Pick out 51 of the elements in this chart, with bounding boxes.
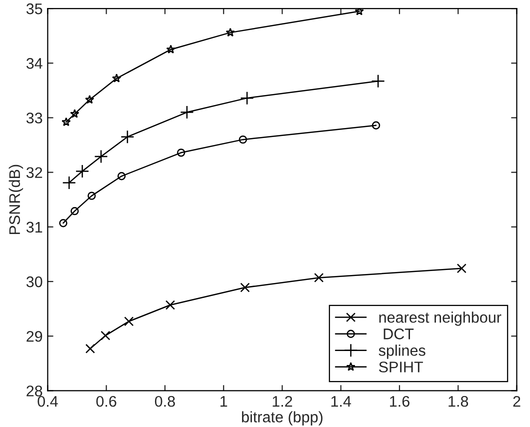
point: [59, 219, 68, 228]
y-tick-label: 28: [26, 386, 42, 396]
point: [75, 164, 90, 178]
y-tick-label: 30: [26, 276, 42, 288]
point: [372, 121, 380, 130]
point: [112, 74, 122, 82]
legend-label: splines: [378, 344, 426, 359]
point: [238, 135, 248, 144]
y-tick-label: 34: [26, 58, 42, 69]
y-axis-title: PSNR(dB): [8, 164, 24, 234]
point: [62, 117, 71, 126]
y-tick-label: 32: [26, 167, 42, 178]
x-tick-label: 1.6: [390, 396, 410, 407]
point: [456, 264, 466, 274]
x-tick-label: 1.4: [331, 396, 352, 407]
point: [240, 282, 250, 292]
point: [371, 74, 385, 88]
x-tick-label: 0.8: [154, 396, 175, 407]
point: [240, 91, 254, 105]
x-tick-label: 2: [513, 396, 520, 407]
point: [85, 94, 94, 104]
y-tick-label: 29: [26, 330, 42, 342]
point: [314, 272, 324, 282]
y-tick-label: 35: [26, 3, 42, 14]
point: [62, 176, 76, 190]
legend-label: DCT: [384, 328, 414, 340]
point: [165, 300, 176, 310]
point: [94, 150, 108, 164]
x-tick-label: 0.4: [38, 396, 58, 407]
point: [88, 192, 96, 200]
point: [117, 172, 126, 180]
x-tick-label: 1.8: [448, 396, 468, 407]
point: [70, 109, 80, 118]
point: [166, 44, 176, 54]
point: [226, 28, 235, 37]
point: [124, 316, 134, 326]
point: [85, 344, 95, 354]
point: [120, 130, 134, 144]
legend-label: nearest neighbour: [379, 312, 502, 326]
point: [100, 330, 110, 340]
point: [176, 148, 186, 157]
point: [70, 206, 79, 216]
point: [354, 8, 364, 16]
x-tick-label: 1.2: [272, 396, 292, 407]
x-axis-title: bitrate (bpp): [242, 411, 322, 426]
point: [180, 105, 194, 120]
y-tick-label: 31: [26, 222, 42, 233]
legend-label: SPIHT: [379, 362, 423, 372]
y-tick-label: 33: [26, 112, 42, 124]
x-tick-label: 0.6: [96, 396, 116, 407]
x-tick-label: 1: [220, 396, 228, 407]
